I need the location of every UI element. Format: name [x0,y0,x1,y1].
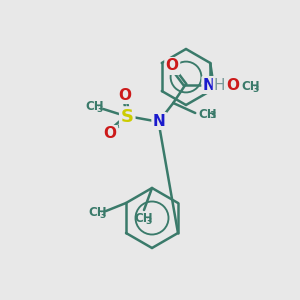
Text: 3: 3 [96,106,103,115]
Text: CH: CH [241,80,260,94]
Text: CH: CH [134,212,153,224]
Text: O: O [119,88,132,103]
Text: 3: 3 [99,211,105,220]
Text: O: O [227,79,240,94]
Text: N: N [153,113,166,128]
Text: 3: 3 [252,85,259,94]
Text: S: S [121,108,134,126]
Text: 3: 3 [145,217,151,226]
Text: H: H [214,77,225,92]
Text: 3: 3 [209,112,215,121]
Text: CH: CH [88,206,106,218]
Text: CH: CH [198,107,217,121]
Text: N: N [203,77,216,92]
Text: O: O [104,127,117,142]
Text: CH: CH [85,100,104,113]
Text: O: O [166,58,179,74]
